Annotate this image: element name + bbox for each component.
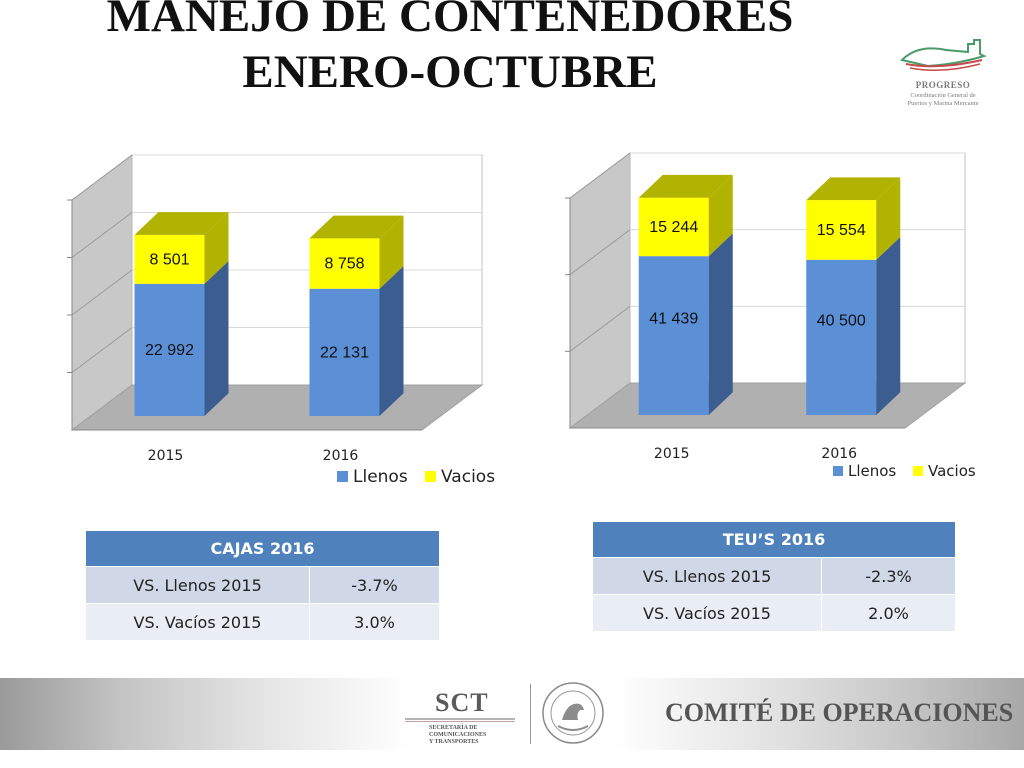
table-cajas: CAJAS 2016 VS. Llenos 2015 -3.7% VS. Vac… (86, 531, 439, 640)
chart-side-wall (569, 152, 631, 429)
bar-side-llenos-2016 (379, 265, 404, 416)
x-tick-label-2016: 2016 (821, 446, 857, 462)
x-tick-label-2015: 2015 (148, 448, 184, 464)
bar-vacios-2015 (134, 234, 205, 284)
footer-divider (530, 684, 531, 744)
bar-side-vacios-2016 (876, 177, 901, 260)
legend-label-vacios: Vacios (441, 467, 495, 487)
table-row: VS. Llenos 2015 -3.7% (86, 566, 439, 604)
legend-swatch-vacios (425, 471, 436, 482)
bar-top-2015 (134, 212, 229, 235)
bar-side-vacios-2015 (204, 212, 229, 284)
bar-side-llenos-2015 (204, 260, 229, 416)
sct-subtitle: SECRETARÍA DE COMUNICACIONES Y TRANSPORT… (429, 725, 486, 746)
data-label-llenos-2015: 22 992 (145, 342, 194, 359)
sct-subtitle-line-3: Y TRANSPORTES (429, 739, 479, 745)
sct-subtitle-line-1: SECRETARÍA DE (429, 725, 478, 731)
table-cajas-header: CAJAS 2016 (86, 531, 439, 567)
bar-llenos-2016 (806, 259, 877, 415)
sct-rule-red (405, 721, 515, 722)
legend-swatch-llenos (833, 466, 843, 476)
chart-cajas-svg: 22 992 8 501 2015 22 131 8 758 2016 Llenos Vaci… (67, 154, 495, 487)
sct-title: SCT (435, 688, 489, 717)
footer-band (0, 678, 1024, 750)
legend-swatch-vacios (913, 466, 923, 476)
table-cell-label: VS. Vacíos 2015 (593, 594, 822, 631)
x-tick-label-2015: 2015 (654, 446, 690, 462)
legend-label-llenos: Llenos (848, 462, 896, 480)
chart-gridline-side (569, 152, 631, 199)
bar-side-llenos-2015 (708, 233, 733, 415)
chart-gridline-side (569, 305, 631, 352)
eagle-seal-icon (542, 682, 604, 744)
data-label-vacios-2016: 8 758 (324, 256, 364, 273)
legend-label-vacios: Vacios (928, 462, 976, 480)
chart-teus: 41 439 15 244 2015 40 500 15 554 2016 Llenos Va… (555, 140, 1005, 490)
bar-top-2016 (806, 177, 901, 201)
data-label-llenos-2016: 22 131 (320, 344, 369, 361)
table-cell-value: 3.0% (309, 603, 439, 640)
mexico-seal-icon (540, 680, 606, 746)
sct-logo: SCT SECRETARÍA DE COMUNICACIONES Y TRANS… (405, 688, 515, 748)
progreso-subtitle-line-1: Coordinación General de (910, 92, 976, 99)
table-cell-value: -3.7% (309, 566, 439, 604)
data-label-llenos-2016: 40 500 (817, 312, 866, 329)
bar-side-llenos-2016 (876, 236, 901, 415)
table-cell-label: VS. Llenos 2015 (593, 557, 822, 595)
progreso-name: PROGRESO (915, 80, 971, 90)
chart-gridline-side (569, 229, 631, 276)
chart-gridline-side (71, 327, 133, 373)
chart-floor (568, 382, 967, 429)
data-label-llenos-2015: 41 439 (649, 311, 698, 328)
bar-side-vacios-2015 (708, 174, 733, 257)
table-cell-value: -2.3% (821, 557, 955, 595)
progreso-logo: PROGRESO Coordinación General de Puertos… (888, 30, 998, 114)
data-label-vacios-2015: 15 244 (649, 219, 698, 236)
chart-cajas: 22 992 8 501 2015 22 131 8 758 2016 Llenos Vaci… (60, 140, 520, 500)
legend-swatch-llenos (337, 471, 348, 482)
bar-top-2016 (309, 215, 404, 239)
table-row: VS. Vacíos 2015 2.0% (593, 594, 955, 631)
chart-floor (70, 384, 484, 431)
chart-gridline-side (71, 269, 133, 316)
table-cell-value: 2.0% (821, 594, 955, 631)
bar-top-2015 (638, 174, 733, 198)
bar-vacios-2015 (638, 197, 709, 257)
data-label-vacios-2016: 15 554 (817, 222, 866, 239)
table-teus: TEU’S 2016 VS. Llenos 2015 -2.3% VS. Vac… (593, 522, 955, 631)
table-teus-header: TEU’S 2016 (593, 522, 955, 558)
table-row: VS. Llenos 2015 -2.3% (593, 557, 955, 595)
data-label-vacios-2015: 8 501 (149, 251, 189, 268)
bar-llenos-2015 (134, 283, 205, 416)
table-cell-label: VS. Vacíos 2015 (86, 603, 310, 640)
progreso-subtitle: Coordinación General de Puertos y Marina… (888, 92, 998, 108)
table-cell-label: VS. Llenos 2015 (86, 566, 310, 604)
title-line-2: ENERO-OCTUBRE (242, 46, 658, 98)
chart-gridline-side (71, 154, 133, 201)
bar-vacios-2016 (309, 238, 380, 289)
sct-subtitle-line-2: COMUNICACIONES (429, 732, 487, 738)
comite-label: COMITÉ DE OPERACIONES (665, 698, 1014, 727)
bar-llenos-2015 (638, 256, 709, 415)
page-title: MANEJO DE CONTENEDORES ENERO-OCTUBRE (60, 0, 840, 100)
chart-gridline-side (71, 212, 133, 258)
sct-rule (405, 718, 515, 720)
title-line-1: MANEJO DE CONTENEDORES (106, 0, 794, 42)
ship-icon (900, 39, 987, 71)
progreso-subtitle-line-2: Puertos y Marina Mercante (907, 100, 979, 107)
table-row: VS. Vacíos 2015 3.0% (86, 603, 439, 640)
bar-side-vacios-2016 (379, 215, 404, 289)
legend-label-llenos: Llenos (353, 467, 408, 487)
x-tick-label-2016: 2016 (323, 448, 359, 464)
bar-llenos-2016 (309, 288, 380, 416)
bar-vacios-2016 (806, 200, 877, 260)
